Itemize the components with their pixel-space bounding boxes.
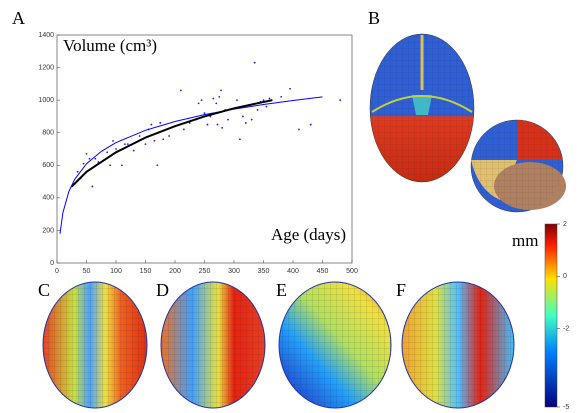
data-point bbox=[88, 157, 91, 160]
x-tick-label: 350 bbox=[258, 268, 270, 275]
panel-b-shapes bbox=[369, 33, 566, 213]
data-point bbox=[262, 99, 265, 102]
data-point bbox=[109, 164, 111, 167]
x-tick-label: 500 bbox=[346, 268, 358, 275]
data-point bbox=[197, 102, 200, 105]
panel-label: F bbox=[396, 280, 406, 300]
y-tick-label: 1400 bbox=[38, 32, 54, 39]
data-point bbox=[115, 148, 117, 150]
data-point bbox=[138, 135, 141, 137]
data-point bbox=[106, 151, 109, 154]
data-point bbox=[212, 97, 215, 100]
x-tick-label: 450 bbox=[317, 268, 329, 275]
data-point bbox=[244, 122, 247, 124]
colorbar bbox=[544, 223, 558, 408]
x-axis-label: Age (days) bbox=[271, 225, 346, 244]
y-tick-label: 400 bbox=[42, 195, 54, 202]
data-point bbox=[289, 87, 291, 90]
data-point bbox=[159, 122, 162, 124]
data-point bbox=[91, 185, 94, 188]
data-point bbox=[280, 95, 283, 98]
x-tick-label: 300 bbox=[228, 268, 240, 275]
x-tick-label: 50 bbox=[83, 268, 91, 275]
x-tick-label: 0 bbox=[55, 268, 59, 275]
data-point bbox=[209, 115, 212, 118]
data-point bbox=[206, 123, 209, 126]
data-point bbox=[112, 139, 114, 142]
data-point bbox=[253, 61, 256, 64]
data-point bbox=[220, 89, 222, 92]
x-tick-label: 250 bbox=[199, 268, 211, 275]
data-point bbox=[85, 152, 88, 155]
data-point bbox=[76, 170, 79, 173]
panel-label: D bbox=[156, 280, 169, 300]
colorbar-tick-label: 0 bbox=[563, 273, 567, 280]
data-point bbox=[97, 161, 100, 163]
y-tick-label: 0 bbox=[50, 260, 54, 267]
y-tick-label: 800 bbox=[42, 130, 54, 137]
data-point bbox=[203, 112, 206, 115]
data-point bbox=[150, 123, 153, 126]
data-point bbox=[239, 138, 241, 141]
data-point bbox=[200, 99, 203, 102]
data-point bbox=[156, 164, 159, 167]
panel-label: C bbox=[38, 280, 50, 300]
y-axis-label: Volume (cm³) bbox=[63, 36, 157, 55]
panel-label: B bbox=[368, 8, 380, 28]
data-point bbox=[241, 115, 244, 118]
deformation-maps bbox=[42, 281, 515, 409]
panel-label: A bbox=[12, 8, 25, 28]
data-point bbox=[218, 95, 221, 98]
x-tick-label: 100 bbox=[110, 268, 122, 275]
colorbar-label: mm bbox=[512, 231, 538, 250]
colorbar-tick-label: -5 bbox=[563, 404, 569, 411]
data-point bbox=[123, 143, 126, 146]
y-tick-label: 200 bbox=[42, 227, 54, 234]
data-point bbox=[339, 99, 342, 102]
data-point bbox=[265, 105, 268, 108]
data-point bbox=[236, 99, 238, 102]
data-point bbox=[132, 149, 135, 152]
y-tick-label: 600 bbox=[42, 162, 54, 169]
x-tick-label: 400 bbox=[287, 268, 299, 275]
data-point bbox=[168, 135, 171, 137]
data-point bbox=[298, 128, 300, 131]
data-point bbox=[182, 128, 185, 131]
fit-line bbox=[71, 99, 273, 188]
y-tick-label: 1200 bbox=[38, 64, 54, 71]
data-point bbox=[215, 102, 218, 105]
fit-line bbox=[59, 96, 323, 234]
data-point bbox=[227, 118, 230, 121]
data-point bbox=[94, 157, 97, 160]
data-point bbox=[256, 109, 259, 111]
data-point bbox=[268, 97, 271, 100]
data-point bbox=[309, 123, 312, 126]
data-point bbox=[216, 123, 219, 126]
data-point bbox=[180, 89, 182, 92]
x-tick-label: 200 bbox=[169, 268, 181, 275]
data-point bbox=[126, 143, 129, 146]
colorbar-tick-label: 2 bbox=[563, 221, 567, 228]
data-point bbox=[162, 138, 165, 141]
x-tick-label: 150 bbox=[140, 268, 152, 275]
data-point bbox=[250, 118, 253, 121]
data-point bbox=[153, 139, 156, 142]
data-point bbox=[121, 164, 123, 167]
data-point bbox=[82, 162, 85, 165]
colorbar-tick-label: -2 bbox=[563, 325, 569, 332]
y-tick-label: 1000 bbox=[38, 97, 54, 104]
data-point bbox=[144, 143, 147, 146]
data-point bbox=[221, 126, 224, 129]
panel-label: E bbox=[276, 280, 287, 300]
